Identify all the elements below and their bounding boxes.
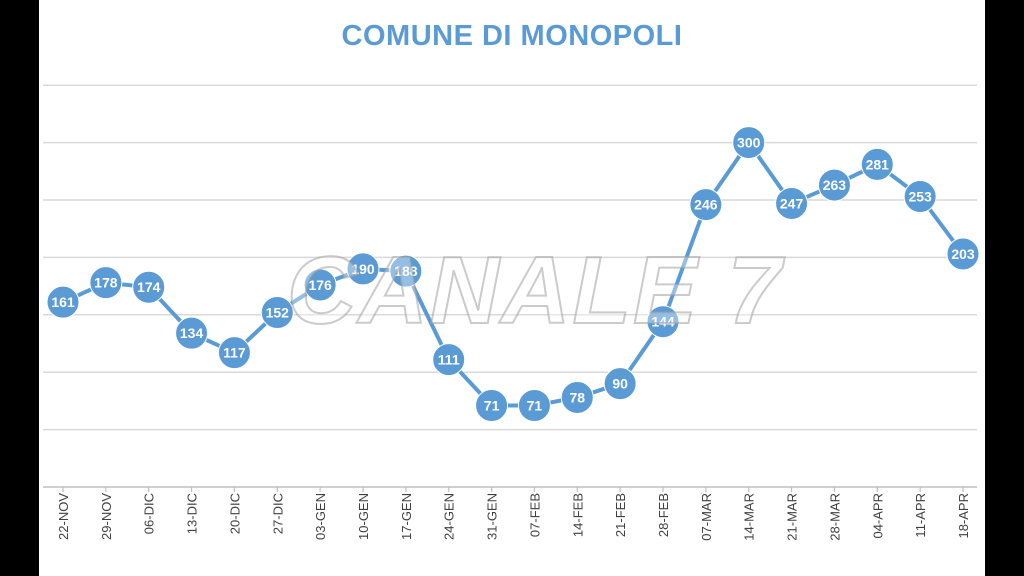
x-tick-label: 28-MAR (827, 493, 842, 541)
data-point (46, 285, 80, 319)
data-point (517, 388, 551, 422)
data-label: 281 (866, 156, 890, 172)
x-tick-label: 21-FEB (613, 493, 628, 537)
data-label: 246 (694, 197, 718, 213)
data-point (560, 380, 594, 414)
x-tick-label: 04-APR (870, 493, 885, 539)
data-label: 263 (823, 177, 847, 193)
line-chart: 22-NOV 29-NOV 06-DIC 13-DIC 20-DIC 27-DIC 03-G… (43, 84, 980, 541)
data-label: 253 (908, 189, 932, 205)
x-tick-label: 22-NOV (56, 493, 71, 540)
data-label: 174 (137, 279, 161, 295)
data-point (260, 296, 294, 330)
series-line (61, 140, 965, 408)
data-label: 188 (394, 263, 418, 279)
data-label: 117 (223, 345, 246, 361)
x-tick-label: 07-MAR (699, 493, 714, 541)
data-point (346, 252, 380, 286)
data-point (646, 305, 680, 339)
data-label: 90 (612, 376, 628, 392)
data-point (217, 336, 251, 370)
data-label: 144 (651, 314, 675, 330)
data-label: 247 (780, 195, 804, 211)
x-tick-label: 28-FEB (656, 493, 671, 537)
data-point (132, 270, 166, 304)
gridlines (43, 84, 977, 431)
data-point (775, 186, 809, 220)
data-label: 152 (266, 305, 290, 321)
x-tick-label: 20-DIC (227, 493, 242, 534)
chart-frame: COMUNE DI MONOPOLI 22-NOV 29-NOV 06-DIC 13-… (39, 0, 985, 576)
data-label: 203 (951, 246, 975, 262)
x-tick-label: 06-DIC (142, 493, 157, 534)
data-point (475, 388, 509, 422)
data-label: 190 (351, 261, 375, 277)
x-tick-label: 21-MAR (785, 493, 800, 541)
chart-title: COMUNE DI MONOPOLI (341, 20, 683, 52)
x-tick-label: 13-DIC (185, 493, 200, 534)
series-polyline (61, 140, 965, 408)
data-label: 78 (569, 389, 585, 405)
data-point (903, 180, 937, 214)
data-point (603, 367, 637, 401)
data-point (817, 168, 851, 202)
data-label: 176 (308, 277, 332, 293)
data-label: 111 (438, 352, 460, 368)
x-tick-label: 29-NOV (99, 493, 114, 540)
x-tick-label: 14-FEB (570, 493, 585, 537)
data-label: 134 (180, 325, 204, 341)
x-tick-label: 11-APR (913, 493, 928, 538)
data-point (860, 147, 894, 181)
x-tick-label: 14-MAR (742, 493, 757, 541)
x-tick-label: 31-GEN (485, 493, 500, 540)
data-point (432, 343, 466, 377)
data-label: 71 (484, 397, 500, 413)
x-tick-label: 17-GEN (399, 493, 414, 540)
x-tick-labels: 22-NOV 29-NOV 06-DIC 13-DIC 20-DIC 27-DIC 03-G… (56, 487, 971, 541)
data-point (303, 268, 337, 302)
x-tick-label: 18-APR (956, 493, 971, 539)
x-tick-label: 10-GEN (356, 493, 371, 540)
data-label: 178 (94, 275, 118, 291)
data-point (946, 237, 980, 271)
data-point (732, 126, 766, 160)
data-label: 71 (527, 397, 543, 413)
x-tick-label: 07-FEB (527, 493, 542, 537)
x-tick-label: 24-GEN (442, 493, 457, 540)
data-point (689, 188, 723, 222)
data-label: 300 (737, 135, 761, 151)
data-label: 161 (51, 294, 75, 310)
x-tick-label: 27-DIC (270, 493, 285, 534)
x-tick-label: 03-GEN (313, 493, 328, 540)
data-point (175, 316, 209, 350)
data-point (89, 266, 123, 300)
data-point (389, 254, 423, 288)
data-points: 161 178 174 134 117 152 176 190 188 111 71 71 78 90 14… (46, 126, 980, 422)
